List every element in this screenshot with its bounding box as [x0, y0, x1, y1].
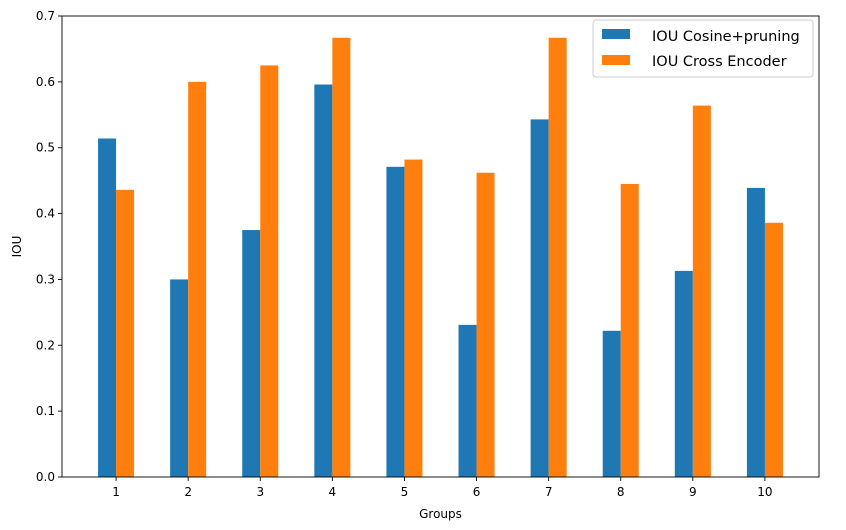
y-tick-label: 0.5	[36, 141, 55, 155]
x-tick-label: 3	[256, 485, 264, 499]
x-tick-label: 1	[112, 485, 120, 499]
bar-series2-group-4	[332, 37, 351, 477]
y-tick-label: 0.2	[36, 338, 55, 352]
bar-series1-group-10	[746, 187, 765, 477]
plot-frame	[61, 15, 820, 478]
x-tick-label: 8	[617, 485, 625, 499]
y-tick-label: 0.7	[36, 9, 55, 23]
bar-series1-group-6	[458, 324, 477, 477]
bar-series1-group-5	[386, 166, 405, 477]
bar-series1-group-4	[314, 84, 333, 478]
x-tick-label: 7	[545, 485, 553, 499]
x-axis-ticks: 1 2 3 4 5 6 7 8 9 10	[112, 477, 773, 499]
legend: IOU Cosine+pruning IOU Cross Encoder	[592, 19, 814, 78]
x-tick-label: 6	[473, 485, 481, 499]
y-axis-ticks: 0.0 0.1 0.2 0.3 0.4 0.5 0.6 0.7	[36, 9, 62, 484]
bar-series2-group-3	[260, 65, 279, 477]
bar-series2-group-8	[620, 183, 639, 477]
bar-series2-group-9	[692, 105, 711, 477]
y-tick-label: 0.6	[36, 75, 55, 89]
bar-series2-group-2	[188, 81, 207, 478]
legend-swatch-cross-encoder	[602, 55, 630, 65]
bar-series2-group-10	[764, 222, 783, 477]
bars-layer	[98, 37, 783, 478]
x-tick-label: 2	[184, 485, 192, 499]
bar-series1-group-2	[170, 279, 189, 477]
x-tick-label: 4	[329, 485, 337, 499]
bar-series2-group-5	[404, 159, 423, 477]
bar-series2-group-7	[548, 37, 567, 477]
bar-series2-group-1	[116, 189, 135, 478]
x-tick-label: 5	[401, 485, 409, 499]
x-tick-label: 9	[689, 485, 697, 499]
bar-series1-group-9	[674, 270, 693, 477]
bar-series1-group-1	[98, 138, 117, 478]
legend-label-cosine-pruning: IOU Cosine+pruning	[652, 29, 800, 45]
bar-series1-group-8	[602, 330, 621, 477]
y-tick-label: 0.1	[36, 404, 55, 418]
y-tick-label: 0.4	[36, 207, 55, 221]
y-axis-title: IOU	[10, 236, 24, 258]
y-tick-label: 0.0	[36, 470, 55, 484]
x-tick-label: 10	[757, 485, 772, 499]
legend-label-cross-encoder: IOU Cross Encoder	[652, 54, 787, 70]
bar-series1-group-7	[530, 119, 549, 478]
bar-series1-group-3	[242, 230, 261, 477]
legend-box	[592, 19, 814, 78]
bar-series2-group-6	[476, 172, 495, 478]
legend-swatch-cosine-pruning	[602, 29, 630, 39]
x-axis-title: Groups	[419, 507, 462, 521]
y-tick-label: 0.3	[36, 272, 55, 286]
